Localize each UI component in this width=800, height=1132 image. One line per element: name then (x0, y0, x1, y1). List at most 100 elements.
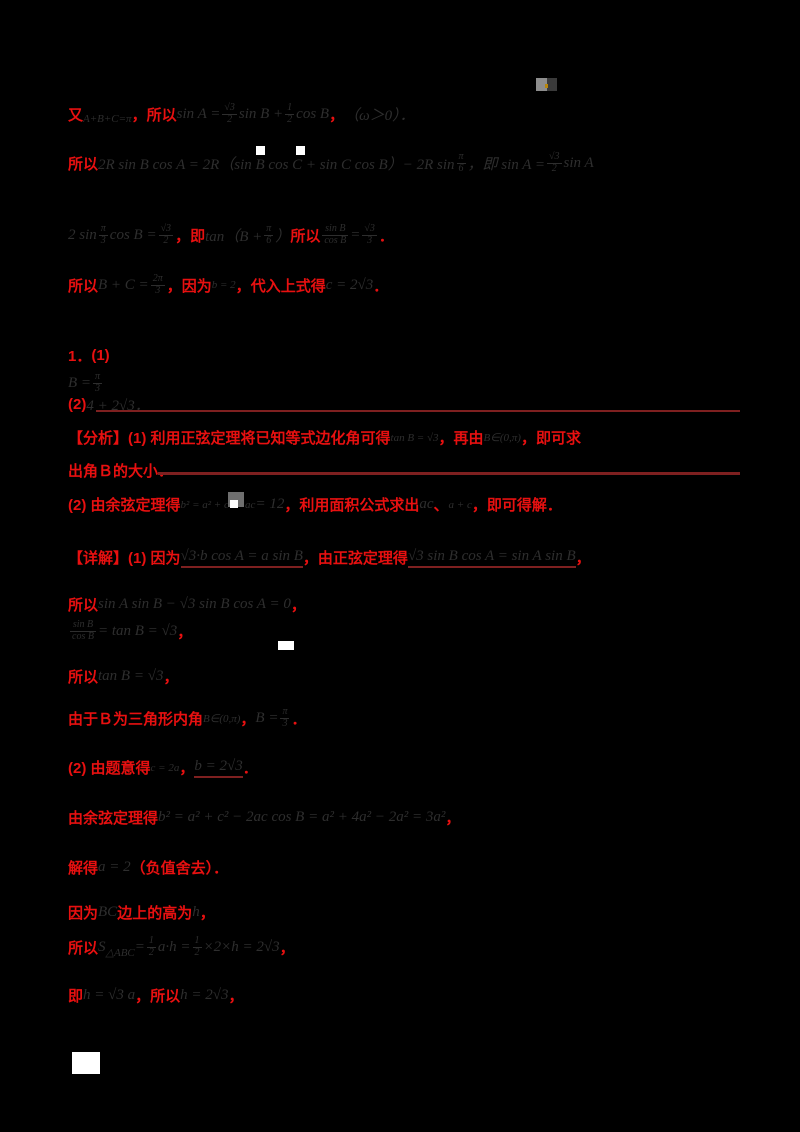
formula-text-run: tan（B + (205, 228, 263, 245)
fraction: √3 2 (222, 102, 237, 125)
fraction-denominator: 2 (158, 234, 174, 247)
fraction-numerator: π (282, 706, 288, 717)
solution-text-run: 所以 (68, 597, 99, 614)
solution-text-run: ，再由 (438, 430, 484, 447)
fraction-denominator: cos B (322, 234, 349, 246)
watermark-dot (545, 84, 548, 88)
fraction-denominator: 3 (98, 234, 108, 247)
document-line: 出角Ｂ的大小． (68, 460, 173, 481)
fraction-numerator: 1 (287, 102, 293, 113)
fraction: √3 2 (547, 151, 562, 175)
solution-text-run: 由余弦定理得 (68, 810, 159, 827)
solution-text-run: ， (131, 106, 147, 124)
formula-text-run: √3·b cos A = a sin B (180, 548, 303, 568)
fraction-denominator: 2 (547, 162, 562, 175)
solution-text-run: ． (378, 227, 394, 245)
fraction-numerator: π (266, 223, 272, 234)
equation-white-box (296, 146, 305, 155)
fraction-denominator: 6 (456, 162, 466, 175)
solution-text-run: ， (166, 277, 182, 295)
document-line: 由于Ｂ为三角形内角 B∈(0,π) ，B = π 3 ． (68, 706, 307, 729)
formula-text-run: h = 2√3 (180, 987, 229, 1003)
fraction-denominator: 3 (362, 234, 377, 247)
solution-text-run: ． (373, 277, 389, 295)
formula-text-run: a = 2 (98, 859, 131, 875)
formula-text-run: h (192, 904, 200, 920)
solution-text-run: ． (291, 710, 307, 728)
solution-text-run: ， (290, 597, 306, 614)
solution-text-run: 所以 (150, 988, 181, 1005)
solution-text-run: 、 (433, 497, 449, 514)
document-line: 所以 sin A sin B − √3 sin B cos A = 0， (68, 594, 306, 615)
fraction-numerator: √3 (224, 102, 235, 113)
document-line: 由余弦定理得 b² = a² + c² − 2ac cos B = a² + 4… (68, 807, 460, 828)
analysis-rule (158, 472, 740, 475)
document-line: (2) 由余弦定理得 b² = a² + c² − ac = 12，利用面积公式… (68, 494, 562, 515)
document-line: 所以 tan B = √3， (68, 666, 178, 687)
solution-text-run: 1． (68, 348, 92, 365)
formula-text-run: = (134, 938, 145, 955)
solution-text-run: 【详解】 (68, 550, 129, 567)
fraction-numerator: π (458, 151, 464, 162)
solution-text-run: 出角Ｂ的大小． (68, 463, 174, 480)
fraction-numerator: π (95, 371, 101, 382)
solution-text-run: (1) (91, 347, 110, 364)
solution-text-run: (1) 利用正弦定理将已知等式边化角可得 (128, 430, 391, 447)
formula-text-run: 2 sin (68, 226, 97, 243)
solution-text-run: 所以 (146, 106, 177, 124)
solution-text-run: ， (575, 550, 591, 567)
solution-text-run: 因为 (68, 905, 99, 922)
formula-text-run: tan B = √3 (98, 668, 164, 684)
watermark-left (536, 78, 547, 91)
solution-text-run: 【分析】 (68, 430, 129, 447)
fraction: 2π 3 (150, 273, 165, 296)
formula-text-run: b² = a² + c² − 2ac cos B = a² + 4a² − 2a… (158, 809, 446, 825)
formula-text-run: = tan B = √3 (97, 622, 178, 639)
solution-text-run: ， (163, 669, 179, 686)
fraction-denominator: cos B (70, 630, 96, 642)
solution-text-run: (1) 因为 (128, 550, 181, 567)
solution-text-run: ． (242, 760, 258, 777)
solution-text-run: ， (329, 106, 345, 124)
equation-white-box (278, 641, 294, 650)
solution-text-run: ， (228, 988, 244, 1005)
fraction-numerator: sin B (72, 619, 94, 630)
fraction: √3 3 (362, 223, 377, 247)
document-line: B = π 3 (68, 371, 104, 394)
formula-text-run: B∈(0,π) (483, 432, 521, 444)
document-line: 所以 2R sin B cos A = 2R（sin B cos C + sin… (68, 151, 594, 175)
solution-text-run: ， (235, 277, 251, 295)
solution-text-run: （负值舍去）． (130, 860, 229, 877)
formula-text-run: B∈(0,π) (203, 712, 241, 725)
formula-text-run: sin B + (238, 105, 284, 122)
document-line: 即 h = √3 a，所以 h = 2√3， (68, 985, 244, 1006)
solution-text-run: 又 (68, 106, 84, 124)
fraction-numerator: √3 (549, 151, 560, 162)
answer-rule (96, 410, 740, 412)
formula-text-run: sin A = (176, 105, 221, 122)
solution-text-run: 即 (68, 988, 84, 1005)
fraction-denominator: 2 (192, 946, 202, 958)
solution-text-run: ， (445, 810, 461, 827)
formula-text-run: tan B = √3 (390, 431, 439, 444)
solution-text-run: ， (279, 939, 295, 957)
formula-text-run: √3 sin B cos A = sin A sin B (407, 548, 576, 568)
formula-text-run: a·h = (157, 938, 191, 955)
formula-text-run: 2R sin B cos A = 2R（sin B cos C + sin C … (98, 156, 455, 173)
document-line: 【分析】(1) 利用正弦定理将已知等式边化角可得 tan B = √3 ，再由 … (68, 427, 581, 448)
solution-text-run: 所以 (290, 227, 321, 245)
solution-text-run: 边上的高为 (117, 905, 193, 922)
formula-text-run: cos B (296, 105, 330, 122)
solution-text-run: ， (199, 905, 215, 922)
solution-text-run: 所以 (68, 155, 99, 173)
formula-text-run: （ω＞0）． (344, 107, 415, 124)
formula-text-run: △ABC (105, 946, 135, 959)
fraction-denominator: 6 (264, 234, 274, 247)
